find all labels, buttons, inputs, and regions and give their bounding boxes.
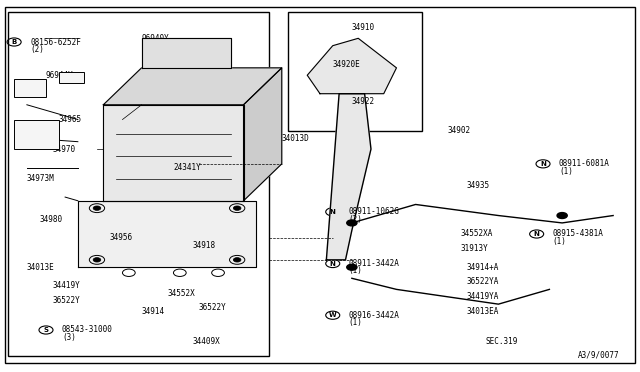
Circle shape xyxy=(93,206,100,211)
FancyBboxPatch shape xyxy=(14,79,46,97)
Polygon shape xyxy=(141,38,231,68)
Circle shape xyxy=(234,258,241,262)
Text: (1): (1) xyxy=(349,318,362,327)
Text: 34013E: 34013E xyxy=(27,263,54,272)
Text: 34409X: 34409X xyxy=(193,337,220,346)
Text: 31913Y: 31913Y xyxy=(460,244,488,253)
Text: (1): (1) xyxy=(552,237,566,246)
Text: 08915-4381A: 08915-4381A xyxy=(552,230,604,238)
Text: 08543-31000: 08543-31000 xyxy=(62,326,113,334)
Text: 34419YA: 34419YA xyxy=(467,292,499,301)
Text: A3/9/0077: A3/9/0077 xyxy=(578,350,620,359)
Text: (1): (1) xyxy=(559,167,573,176)
Text: N: N xyxy=(534,231,540,237)
Text: 36522Y: 36522Y xyxy=(52,296,80,305)
Text: S: S xyxy=(44,327,49,333)
FancyBboxPatch shape xyxy=(59,71,84,83)
Text: (3): (3) xyxy=(62,333,76,342)
Text: 08911-1062G: 08911-1062G xyxy=(349,207,399,217)
Circle shape xyxy=(347,264,357,270)
Text: 34552XA: 34552XA xyxy=(460,230,493,238)
Text: 34013EA: 34013EA xyxy=(467,307,499,316)
Text: SEC.319: SEC.319 xyxy=(486,337,518,346)
Circle shape xyxy=(93,258,100,262)
Text: 34980: 34980 xyxy=(40,215,63,224)
Text: 34965: 34965 xyxy=(59,115,82,124)
Text: 34956: 34956 xyxy=(109,233,133,242)
Text: 08916-3442A: 08916-3442A xyxy=(349,311,399,320)
Text: 08911-6081A: 08911-6081A xyxy=(559,159,610,169)
Text: 34970: 34970 xyxy=(52,145,76,154)
Text: 34914: 34914 xyxy=(141,307,164,316)
Circle shape xyxy=(347,220,357,226)
Text: 08156-6252F: 08156-6252F xyxy=(30,38,81,46)
Text: B: B xyxy=(12,39,17,45)
Circle shape xyxy=(234,206,241,211)
Text: 36522YA: 36522YA xyxy=(467,278,499,286)
Text: 36522Y: 36522Y xyxy=(199,303,227,312)
Text: 34935: 34935 xyxy=(467,182,490,190)
Text: N: N xyxy=(330,260,336,266)
Polygon shape xyxy=(326,94,371,260)
Circle shape xyxy=(557,212,567,218)
FancyBboxPatch shape xyxy=(14,119,59,149)
Text: 34013D: 34013D xyxy=(282,134,310,142)
Polygon shape xyxy=(78,201,256,267)
Polygon shape xyxy=(307,38,396,94)
Text: 34910: 34910 xyxy=(352,23,375,32)
Polygon shape xyxy=(244,68,282,201)
Text: 96944Y: 96944Y xyxy=(46,71,74,80)
Text: 34552X: 34552X xyxy=(167,289,195,298)
Text: 34914+A: 34914+A xyxy=(467,263,499,272)
Text: 34419Y: 34419Y xyxy=(52,281,80,290)
Text: 24341Y: 24341Y xyxy=(173,163,201,172)
Text: (2): (2) xyxy=(30,45,44,54)
Text: 34973M: 34973M xyxy=(27,174,54,183)
Text: N: N xyxy=(540,161,546,167)
Text: 34920E: 34920E xyxy=(333,60,360,69)
Polygon shape xyxy=(103,68,282,105)
Text: 34922: 34922 xyxy=(352,97,375,106)
Text: N: N xyxy=(330,209,336,215)
Text: (2): (2) xyxy=(349,215,362,224)
Text: 34918: 34918 xyxy=(193,241,216,250)
Text: 08911-3442A: 08911-3442A xyxy=(349,259,399,268)
Text: 34902: 34902 xyxy=(447,126,470,135)
Polygon shape xyxy=(103,105,244,201)
Text: W: W xyxy=(329,312,337,318)
Text: 96940Y: 96940Y xyxy=(141,34,170,43)
Text: (1): (1) xyxy=(349,266,362,275)
